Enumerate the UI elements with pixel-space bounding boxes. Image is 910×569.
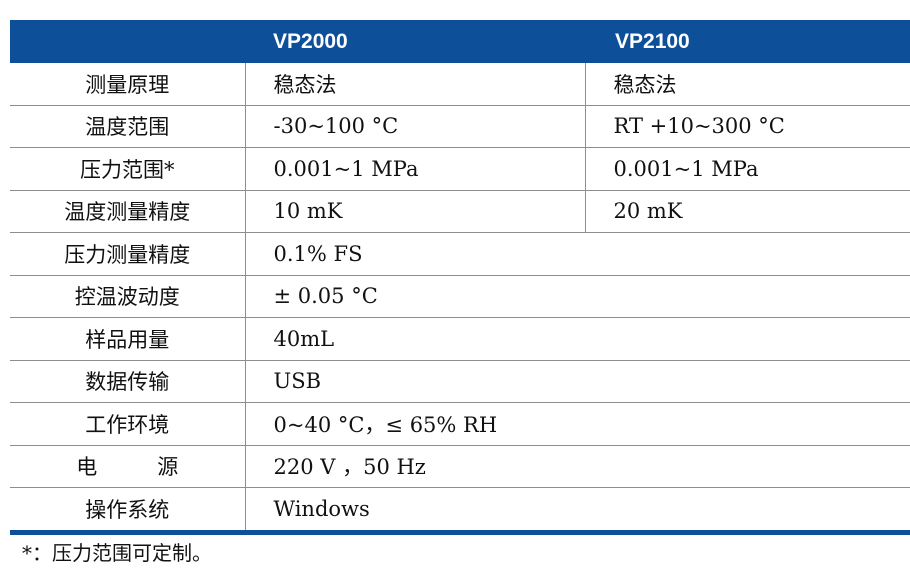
table-row: 工作环境 0~40 °C，≤ 65% RH: [10, 402, 910, 446]
shared-value: 0.1% FS: [245, 232, 910, 276]
header-row: VP2000 VP2100: [10, 20, 910, 63]
table-row: 操作系统 Windows: [10, 487, 910, 535]
shared-value: 40mL: [245, 317, 910, 361]
table-row: 压力测量精度 0.1% FS: [10, 232, 910, 276]
row-label: 控温波动度: [10, 275, 246, 318]
header-blank: [10, 20, 245, 63]
vp2100-value: 20 mK: [585, 190, 910, 233]
table-row: 压力范围* 0.001~1 MPa 0.001~1 MPa: [10, 147, 910, 191]
row-label-part: 电: [76, 455, 98, 480]
row-label: 样品用量: [10, 317, 246, 361]
shared-value: Windows: [245, 487, 910, 535]
vp2100-value: RT +10~300 °C: [585, 105, 910, 148]
spec-table: VP2000 VP2100 测量原理 稳态法 稳态法 温度范围 -30~100 …: [10, 20, 910, 535]
vp2000-value: 10 mK: [245, 190, 586, 233]
table-row: 测量原理 稳态法 稳态法: [10, 63, 910, 106]
shared-value: ± 0.05 °C: [245, 275, 910, 318]
row-label: 操作系统: [10, 487, 246, 535]
row-label-part: 源: [157, 455, 179, 480]
row-label: 温度范围: [10, 105, 246, 148]
vp2100-value: 稳态法: [585, 63, 910, 106]
table-row: 样品用量 40mL: [10, 317, 910, 361]
row-label: 工作环境: [10, 402, 246, 446]
vp2000-value: -30~100 °C: [245, 105, 586, 148]
table-row: 数据传输 USB: [10, 360, 910, 403]
shared-value: 0~40 °C，≤ 65% RH: [245, 402, 910, 446]
row-label: 温度测量精度: [10, 190, 246, 233]
header-vp2000: VP2000: [245, 20, 585, 63]
row-label: 测量原理: [10, 63, 246, 106]
row-label: 压力测量精度: [10, 232, 246, 276]
shared-value: USB: [245, 360, 910, 403]
table-row: 温度测量精度 10 mK 20 mK: [10, 190, 910, 233]
table-row: 电源 220 V ，50 Hz: [10, 445, 910, 488]
table-row: 温度范围 -30~100 °C RT +10~300 °C: [10, 105, 910, 148]
row-label: 电源: [10, 445, 246, 488]
vp2000-value: 稳态法: [245, 63, 586, 106]
vp2100-value: 0.001~1 MPa: [585, 147, 910, 191]
header-vp2100: VP2100: [585, 20, 910, 63]
row-label: 数据传输: [10, 360, 246, 403]
table-row: 控温波动度 ± 0.05 °C: [10, 275, 910, 318]
shared-value: 220 V ，50 Hz: [245, 445, 910, 488]
footnote: *：压力范围可定制。: [22, 541, 212, 565]
vp2000-value: 0.001~1 MPa: [245, 147, 586, 191]
row-label: 压力范围*: [10, 147, 246, 191]
